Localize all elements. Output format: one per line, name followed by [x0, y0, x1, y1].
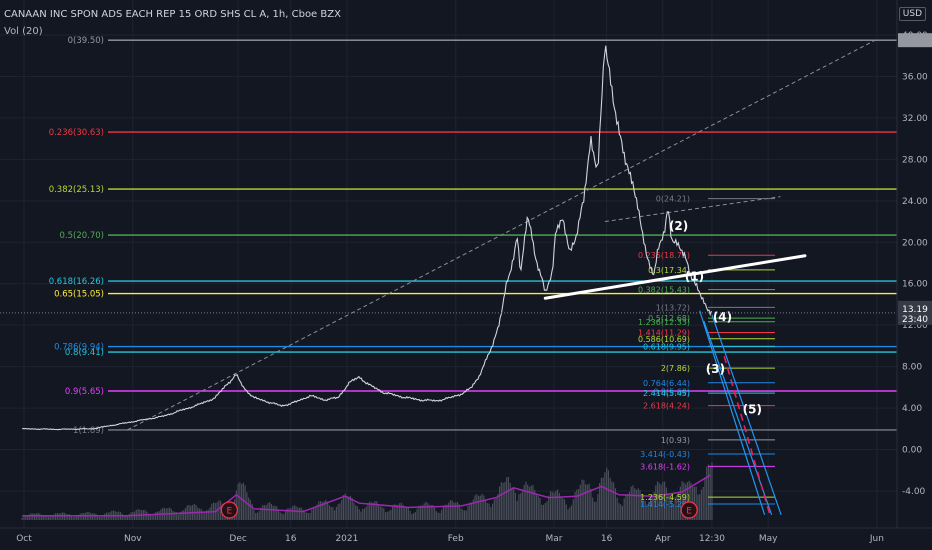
fib-level-label: 1(1.89): [73, 426, 104, 436]
currency-badge[interactable]: USD: [898, 7, 926, 21]
x-tick-label: Feb: [448, 534, 464, 544]
fib-ext-label: 0.764(6.44): [643, 379, 690, 388]
fib-level-label: 0.382(25.13): [49, 185, 104, 195]
x-tick-label: Apr: [655, 534, 671, 544]
y-tick-label: 28.00: [902, 155, 928, 165]
fib-ext-label: 0.8(5.60): [653, 388, 690, 397]
y-tick-label: 4.00: [902, 404, 922, 414]
volume-indicator-label[interactable]: Vol (20): [4, 26, 43, 37]
y-tick-label: 20.00: [902, 238, 928, 248]
fib-level-label: 0(39.50): [68, 36, 104, 46]
y-tick-label: 16.00: [902, 280, 928, 290]
fib-ext-label: 1(0.93): [661, 436, 690, 445]
y-tick-label: 0.00: [902, 446, 922, 456]
fib-ext-label: 2.414(5.45): [643, 389, 690, 398]
fib-extension-diagonal[interactable]: [604, 196, 781, 223]
fib-diagonal-line[interactable]: [127, 39, 876, 431]
time-axis-bg: [0, 528, 932, 550]
y-tick-label: 36.00: [902, 72, 928, 82]
price-axis-bg: [897, 0, 932, 550]
x-tick-label: 2021: [335, 534, 358, 544]
y-tick-label: 32.00: [902, 114, 928, 124]
fib-level-label: 0.236(30.63): [49, 128, 104, 138]
axis-badge: [898, 33, 932, 48]
fib-ext-label: 0.236(18.75): [638, 251, 690, 260]
fib-ext-label: 2.618(4.24): [643, 402, 690, 411]
earnings-marker-label: E: [686, 507, 692, 517]
channel-line[interactable]: [699, 310, 766, 516]
fib-ext-label: 0.618(9.95): [643, 342, 690, 351]
channel-line[interactable]: [711, 314, 782, 516]
x-tick-label: 16: [601, 534, 613, 544]
wave-label: (3): [706, 362, 725, 376]
y-tick-label: -4.00: [902, 487, 926, 497]
fib-ext-label: 3.618(-1.62): [640, 462, 690, 471]
fib-ext-label: 2(7.86): [661, 364, 690, 373]
fib-level-label: 0.5(20.70): [60, 231, 104, 241]
fib-ext-label: 0.586(10.69): [638, 335, 690, 344]
fib-level-label: 0.786(9.94): [54, 343, 104, 353]
x-tick-label: Dec: [229, 534, 246, 544]
earnings-marker[interactable]: [680, 501, 698, 519]
volume-ma-line: [22, 474, 711, 517]
x-tick-label: Mar: [546, 534, 563, 544]
fib-level-label: 0.65(15.05): [54, 290, 104, 300]
current-price-badge: [898, 300, 932, 325]
fib-ext-label: 1.414(11.29): [638, 329, 690, 338]
projection-line[interactable]: [723, 356, 771, 516]
wave-labels: (2) (1) (4) (3) (5): [669, 219, 762, 416]
x-tick-label: 12:30: [699, 534, 725, 544]
fib-ext-label: 0.382(15.43): [638, 286, 690, 295]
fib-ext-label: 1.236(-4.59): [640, 493, 690, 502]
fib-ext-label: 0.5(12.68): [648, 314, 690, 323]
fib-retracement-main: 0(39.50) 0.236(30.63) 0.382(25.13) 0.5(20.7…: [49, 36, 897, 436]
y-tick-label: 12.00: [902, 321, 928, 331]
fib-ext-label: 3.414(-0.43): [640, 450, 690, 459]
y-tick-label: 8.00: [902, 363, 922, 373]
x-tick-label: Oct: [16, 534, 32, 544]
fib-level-label: 0.9(5.65): [65, 387, 104, 397]
volume-ma: [22, 474, 711, 517]
fib-level-label: 0.8(9.41): [65, 348, 104, 358]
fib-ext-label: 0(24.21): [656, 195, 690, 204]
price-axis: 40.0036.0032.0028.0024.0020.0016.0012.00…: [896, 0, 932, 550]
x-tick-label: Jun: [869, 534, 884, 544]
wave-label: (5): [743, 402, 762, 416]
current-price-label: 13.19: [902, 305, 928, 315]
bar-countdown-label: 23:40: [902, 315, 928, 325]
fib-level-label: 0.618(16.26): [49, 277, 104, 287]
earnings-marker-label: E: [226, 507, 232, 517]
time-axis: Oct Nov Dec 16 2021 Feb Mar 16 Apr 12:30 May Jun: [0, 527, 932, 550]
down-channel: [699, 310, 782, 516]
price-line[interactable]: [22, 45, 712, 431]
wave-label: (2): [669, 219, 688, 233]
wave-label: (4): [713, 310, 732, 324]
x-tick-label: Nov: [124, 534, 142, 544]
chart-title: CANAAN INC SPON ADS EACH REP 15 ORD SHS …: [4, 9, 341, 20]
price-series: [22, 45, 712, 431]
earnings-marker[interactable]: [220, 501, 238, 519]
fib-ext-label: 1.414(-5.25): [640, 500, 690, 509]
channel-line[interactable]: [703, 320, 773, 516]
wave-label: (1): [685, 270, 704, 284]
x-tick-label: May: [759, 534, 778, 544]
fib-ext-label: 1(13.72): [656, 303, 690, 312]
y-tick-label: 24.00: [902, 197, 928, 207]
fib-ext-label: 0.3(17.34): [648, 266, 690, 275]
fib-ext-label: 1.236(12.33): [638, 318, 690, 327]
x-tick-label: 16: [285, 534, 297, 544]
trendline[interactable]: [543, 254, 807, 300]
